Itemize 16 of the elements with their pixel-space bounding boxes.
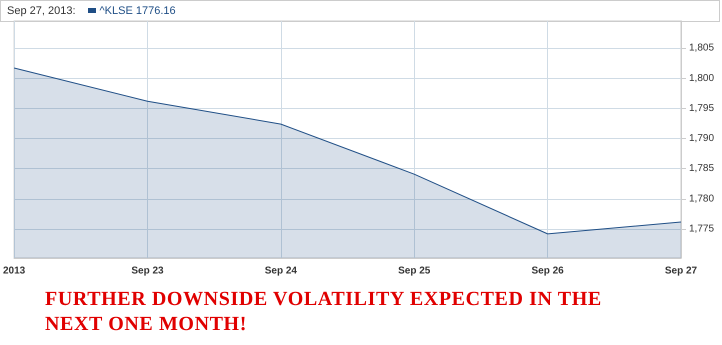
y-tick-label: 1,785: [689, 163, 714, 174]
y-tick-label: 1,800: [689, 72, 714, 84]
y-tick-label: 1,805: [689, 42, 714, 54]
text: FURTHER DOWNSIDE VOLATILITY EXPECTED IN THE NEXT ONE MONTH!: [45, 287, 603, 337]
y-tick-label: 1,775: [689, 224, 714, 235]
legend-label: ^KLSE 1776.16: [100, 5, 176, 17]
y-tick-label: 1,795: [689, 102, 714, 114]
x-tick-label: Sep 26: [532, 266, 564, 276]
x-tick-label: Sep 27: [664, 266, 698, 276]
x-tick-label: 2013: [3, 266, 26, 276]
chart-title: Sep 27, 2013:: [7, 5, 76, 17]
y-tick-label: 1,780: [689, 193, 714, 204]
x-tick-label: Sep 25: [398, 266, 431, 276]
y-tick-label: 1,790: [689, 133, 714, 144]
x-tick-label: Sep 23: [131, 266, 164, 276]
x-tick-label: Sep 24: [264, 266, 298, 276]
